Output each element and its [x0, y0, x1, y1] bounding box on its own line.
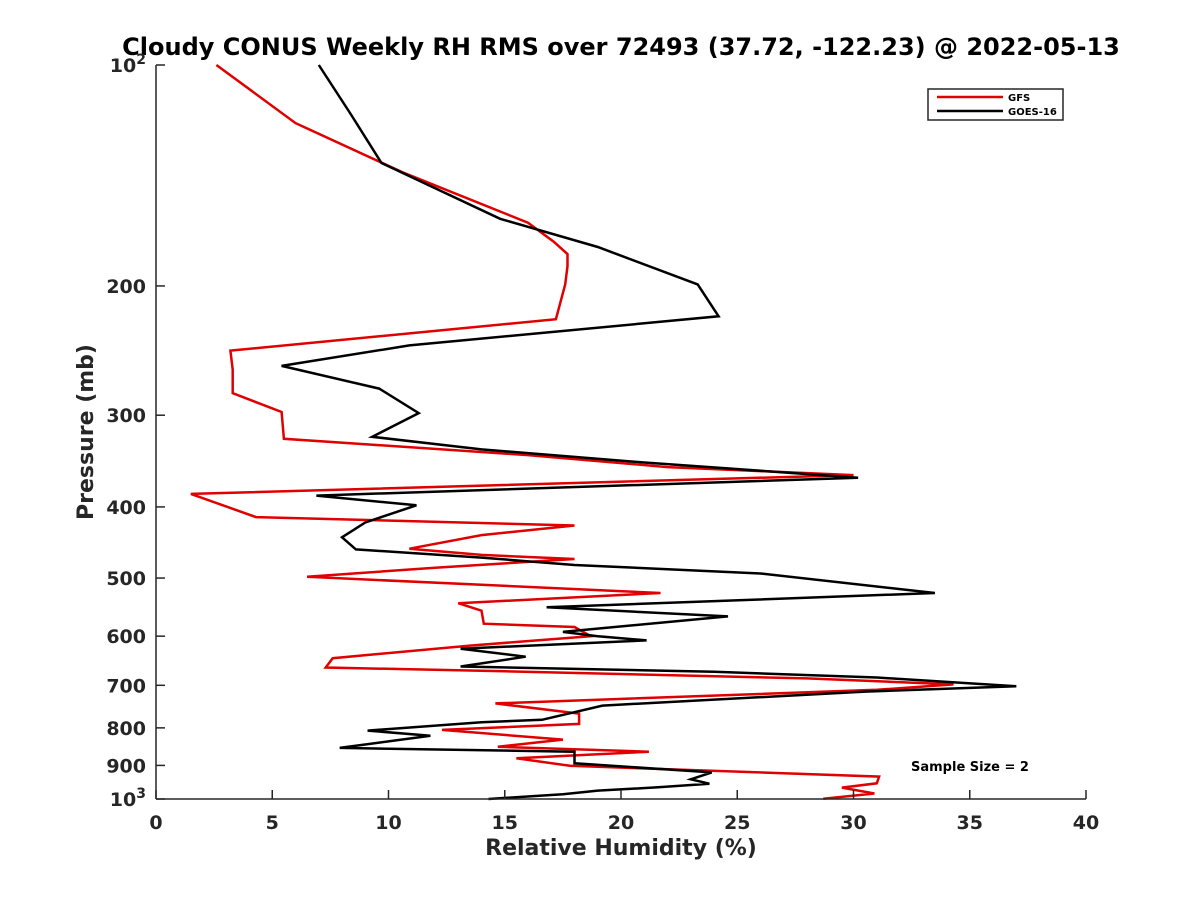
x-tick-label: 40: [1073, 812, 1099, 834]
y-tick-labels: 102 200 300 400 500 600 700 800 900 103: [106, 52, 146, 811]
legend-box: [927, 88, 1064, 121]
x-tick-label: 25: [724, 812, 750, 834]
x-tick-label: 35: [957, 812, 983, 834]
y-tick-label: 900: [106, 755, 146, 777]
legend-label: GFS: [1008, 93, 1030, 104]
y-axis-label: Pressure (mb): [74, 344, 99, 520]
x-tick-label: 20: [608, 812, 634, 834]
axes: [155, 64, 1087, 800]
x-axis-label: Relative Humidity (%): [485, 836, 757, 861]
plot-background: [156, 65, 1086, 799]
x-tick-label: 0: [149, 812, 162, 834]
x-tick-label: 10: [375, 812, 401, 834]
x-tick-label: 5: [266, 812, 279, 834]
y-tick-label: 400: [106, 497, 146, 519]
series-line-goes-16: [281, 64, 1017, 801]
y-tick-label: 700: [106, 675, 146, 697]
x-tick-labels: 0 5 10 15 20 25 30 35 40: [149, 812, 1099, 834]
x-tick-label: 30: [840, 812, 866, 834]
series-line-gfs: [190, 63, 954, 800]
y-tick-label: 300: [106, 405, 146, 427]
series-lines: [190, 63, 1017, 801]
y-tick-label: 200: [106, 276, 146, 298]
y-tick-label: 102: [110, 52, 146, 77]
legend: GFS GOES-16: [927, 88, 1064, 121]
y-tick-label: 500: [106, 568, 146, 590]
legend-label: GOES-16: [1008, 107, 1057, 118]
y-tick-label: 103: [110, 786, 146, 811]
chart-title: Cloudy CONUS Weekly RH RMS over 72493 (3…: [122, 33, 1120, 61]
y-tick-label: 800: [106, 718, 146, 740]
sample-size-annotation: Sample Size = 2: [911, 760, 1029, 775]
x-tick-label: 15: [492, 812, 518, 834]
y-tick-label: 600: [106, 626, 146, 648]
